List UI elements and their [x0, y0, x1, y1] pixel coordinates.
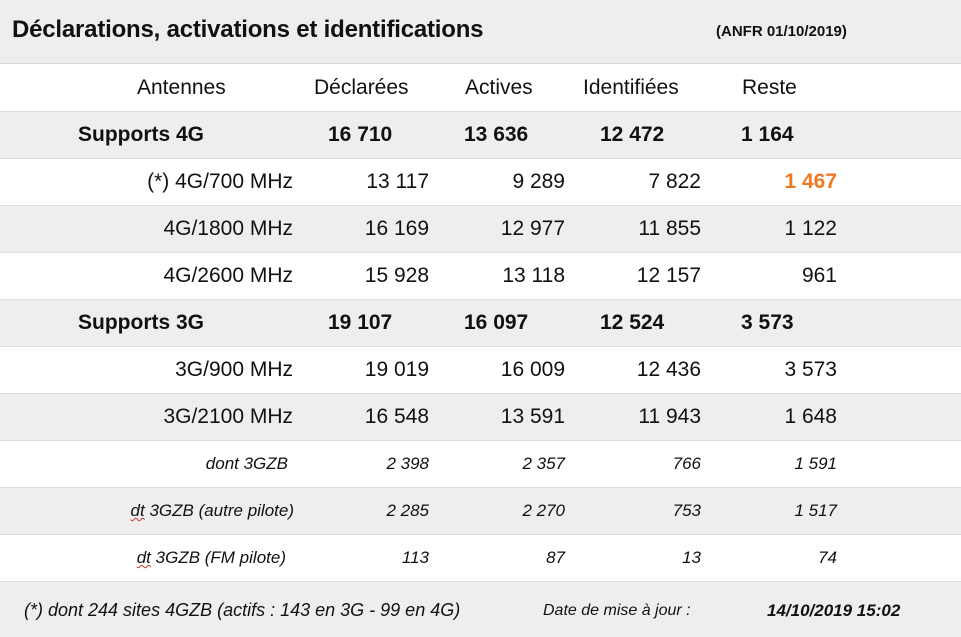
- row-label-prefix: dt: [130, 501, 145, 520]
- row-label: 4G/1800 MHz: [163, 217, 293, 240]
- cell-reste-highlight: 1 467: [784, 170, 837, 193]
- cell-declarees: 16 169: [364, 217, 429, 240]
- row-label: 4G/2600 MHz: [163, 264, 293, 287]
- table-row-supports-4g: Supports 4G 16 710 13 636 12 472 1 164: [0, 112, 961, 159]
- row-label: Supports 3G: [78, 311, 205, 334]
- footnote: (*) dont 244 sites 4GZB (actifs : 143 en…: [24, 600, 461, 620]
- row-label: 3G/900 MHz: [175, 358, 293, 381]
- cell-actives: 2 357: [522, 454, 565, 473]
- cell-reste: 1 122: [784, 217, 837, 240]
- column-header-actives: Actives: [465, 76, 533, 99]
- table-row-supports-3g: Supports 3G 19 107 16 097 12 524 3 573: [0, 300, 961, 347]
- row-label: dont 3GZB: [205, 454, 288, 473]
- cell-actives: 12 977: [500, 217, 565, 240]
- cell-declarees: 2 285: [386, 501, 429, 520]
- cell-identifiees: 7 822: [648, 170, 701, 193]
- cell-identifiees: 11 855: [638, 217, 701, 240]
- row-label-prefix: dt: [136, 548, 151, 567]
- table-row-3gzb-fm-pilote: dt 3GZB (FM pilote) 113 87 13 74: [0, 535, 961, 582]
- cell-actives: 16 097: [464, 311, 529, 334]
- cell-actives: 13 118: [502, 264, 565, 287]
- cell-identifiees: 12 472: [600, 123, 665, 146]
- row-label: dt 3GZB (FM pilote): [0, 535, 286, 581]
- cell-actives: 13 636: [464, 123, 529, 146]
- column-header-declarees: Déclarées: [314, 76, 409, 99]
- row-label: Supports 4G: [78, 123, 205, 146]
- update-date-value: 14/10/2019 15:02: [767, 601, 901, 620]
- cell-identifiees: 12 524: [600, 311, 665, 334]
- table-row-4g-2600: 4G/2600 MHz 15 928 13 118 12 157 961: [0, 253, 961, 300]
- row-label: (*) 4G/700 MHz: [147, 170, 293, 193]
- row-label-rest: 3GZB (autre pilote): [144, 501, 294, 520]
- column-header-antennes: Antennes: [137, 76, 226, 99]
- cell-reste: 1 591: [794, 454, 837, 473]
- cell-declarees: 15 928: [364, 264, 429, 287]
- cell-actives: 2 270: [522, 501, 565, 520]
- table-row-4g-1800: 4G/1800 MHz 16 169 12 977 11 855 1 122: [0, 206, 961, 253]
- cell-reste: 3 573: [741, 311, 794, 334]
- cell-identifiees: 11 943: [638, 405, 701, 428]
- table-row-4g-700: (*) 4G/700 MHz 13 117 9 289 7 822 1 467: [0, 159, 961, 206]
- cell-actives: 87: [546, 548, 565, 567]
- column-header-identifiees: Identifiées: [583, 76, 679, 99]
- cell-reste: 1 164: [741, 123, 794, 146]
- row-label-rest: 3GZB (FM pilote): [150, 548, 286, 567]
- column-header-reste: Reste: [742, 76, 797, 99]
- cell-identifiees: 12 157: [636, 264, 701, 287]
- cell-identifiees: 13: [682, 548, 701, 567]
- cell-actives: 16 009: [500, 358, 565, 381]
- cell-declarees: 13 117: [366, 170, 429, 193]
- sheet-footer: (*) dont 244 sites 4GZB (actifs : 143 en…: [0, 582, 961, 637]
- row-label: 3G/2100 MHz: [163, 405, 293, 428]
- cell-declarees: 19 019: [364, 358, 429, 381]
- cell-reste: 3 573: [784, 358, 837, 381]
- cell-reste: 74: [818, 548, 837, 567]
- page-title: Déclarations, activations et identificat…: [12, 16, 484, 43]
- cell-declarees: 19 107: [328, 311, 393, 334]
- cell-identifiees: 753: [672, 501, 701, 520]
- update-date-label: Date de mise à jour :: [543, 602, 691, 619]
- source-note: (ANFR 01/10/2019): [716, 23, 847, 40]
- row-label: dt 3GZB (autre pilote): [0, 488, 294, 534]
- cell-reste: 961: [801, 264, 837, 287]
- cell-identifiees: 12 436: [636, 358, 701, 381]
- table-row-3g-2100: 3G/2100 MHz 16 548 13 591 11 943 1 648: [0, 394, 961, 441]
- cell-actives: 9 289: [512, 170, 565, 193]
- table-row-dont-3gzb: dont 3GZB 2 398 2 357 766 1 591: [0, 441, 961, 488]
- cell-declarees: 2 398: [386, 454, 429, 473]
- column-header-row: Antennes Déclarées Actives Identifiées R…: [0, 65, 961, 112]
- cell-reste: 1 648: [784, 405, 837, 428]
- sheet-header: Déclarations, activations et identificat…: [0, 0, 961, 64]
- cell-identifiees: 766: [672, 454, 701, 473]
- cell-reste: 1 517: [794, 501, 837, 520]
- cell-actives: 13 591: [500, 405, 565, 428]
- table-row-3gzb-autre-pilote: dt 3GZB (autre pilote) 2 285 2 270 753 1…: [0, 488, 961, 535]
- cell-declarees: 113: [401, 548, 429, 567]
- cell-declarees: 16 548: [364, 405, 429, 428]
- cell-declarees: 16 710: [328, 123, 393, 146]
- table-row-3g-900: 3G/900 MHz 19 019 16 009 12 436 3 573: [0, 347, 961, 394]
